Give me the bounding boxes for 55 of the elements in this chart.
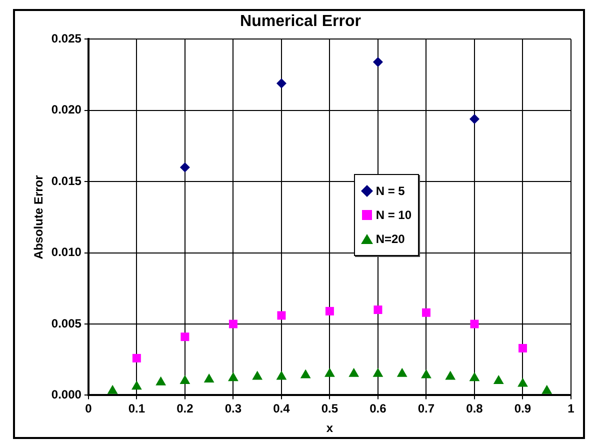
x-tick-label: 1 <box>568 402 575 416</box>
y-tick-label: 0.015 <box>51 174 82 188</box>
point <box>228 372 238 382</box>
chart-title: Numerical Error <box>240 13 361 30</box>
point <box>228 320 238 328</box>
point <box>204 374 214 383</box>
point <box>445 370 456 380</box>
y-tick-label: 0.000 <box>51 388 82 402</box>
point <box>421 369 432 378</box>
x-tick-label: 0.8 <box>466 402 484 416</box>
point <box>469 372 480 382</box>
y-tick-label: 0.020 <box>51 102 82 117</box>
point <box>542 384 552 394</box>
point <box>107 384 118 394</box>
y-axis-title: Absolute Error <box>32 174 46 260</box>
x-tick-label: 0.3 <box>224 402 242 416</box>
x-axis-title: x <box>326 421 334 436</box>
point <box>469 114 480 124</box>
x-tick-label: 0.1 <box>128 402 146 416</box>
point <box>518 344 527 352</box>
point <box>276 78 286 88</box>
y-tick-label: 0.005 <box>51 316 82 330</box>
point <box>372 56 383 67</box>
point <box>493 374 504 384</box>
y-tick-label: 0.010 <box>51 245 82 260</box>
x-tick-label: 0.7 <box>418 402 435 416</box>
point <box>131 380 142 390</box>
point <box>422 308 430 317</box>
point <box>180 162 190 172</box>
legend-label: N = 10 <box>376 208 412 222</box>
point <box>372 368 384 377</box>
point <box>374 306 382 314</box>
point <box>156 376 166 386</box>
point <box>132 354 141 362</box>
legend-label: N=20 <box>376 232 405 246</box>
x-tick-label: 0.4 <box>273 402 290 416</box>
point <box>252 370 263 380</box>
y-tick-label: 0.025 <box>51 32 82 46</box>
point <box>180 332 190 342</box>
legend-label: N = 5 <box>376 184 405 198</box>
point <box>276 370 287 380</box>
point <box>180 374 190 384</box>
point <box>277 311 286 320</box>
point <box>324 368 335 377</box>
x-tick-label: 0 <box>85 402 92 416</box>
point <box>396 368 408 377</box>
x-tick-label: 0.9 <box>514 402 532 416</box>
point <box>348 368 360 377</box>
point <box>300 369 311 378</box>
x-tick-label: 0.6 <box>370 402 387 416</box>
point <box>470 320 479 328</box>
x-tick-label: 0.5 <box>321 402 338 416</box>
x-tick-label: 0.2 <box>176 402 194 416</box>
point <box>518 378 528 387</box>
point <box>325 306 334 316</box>
